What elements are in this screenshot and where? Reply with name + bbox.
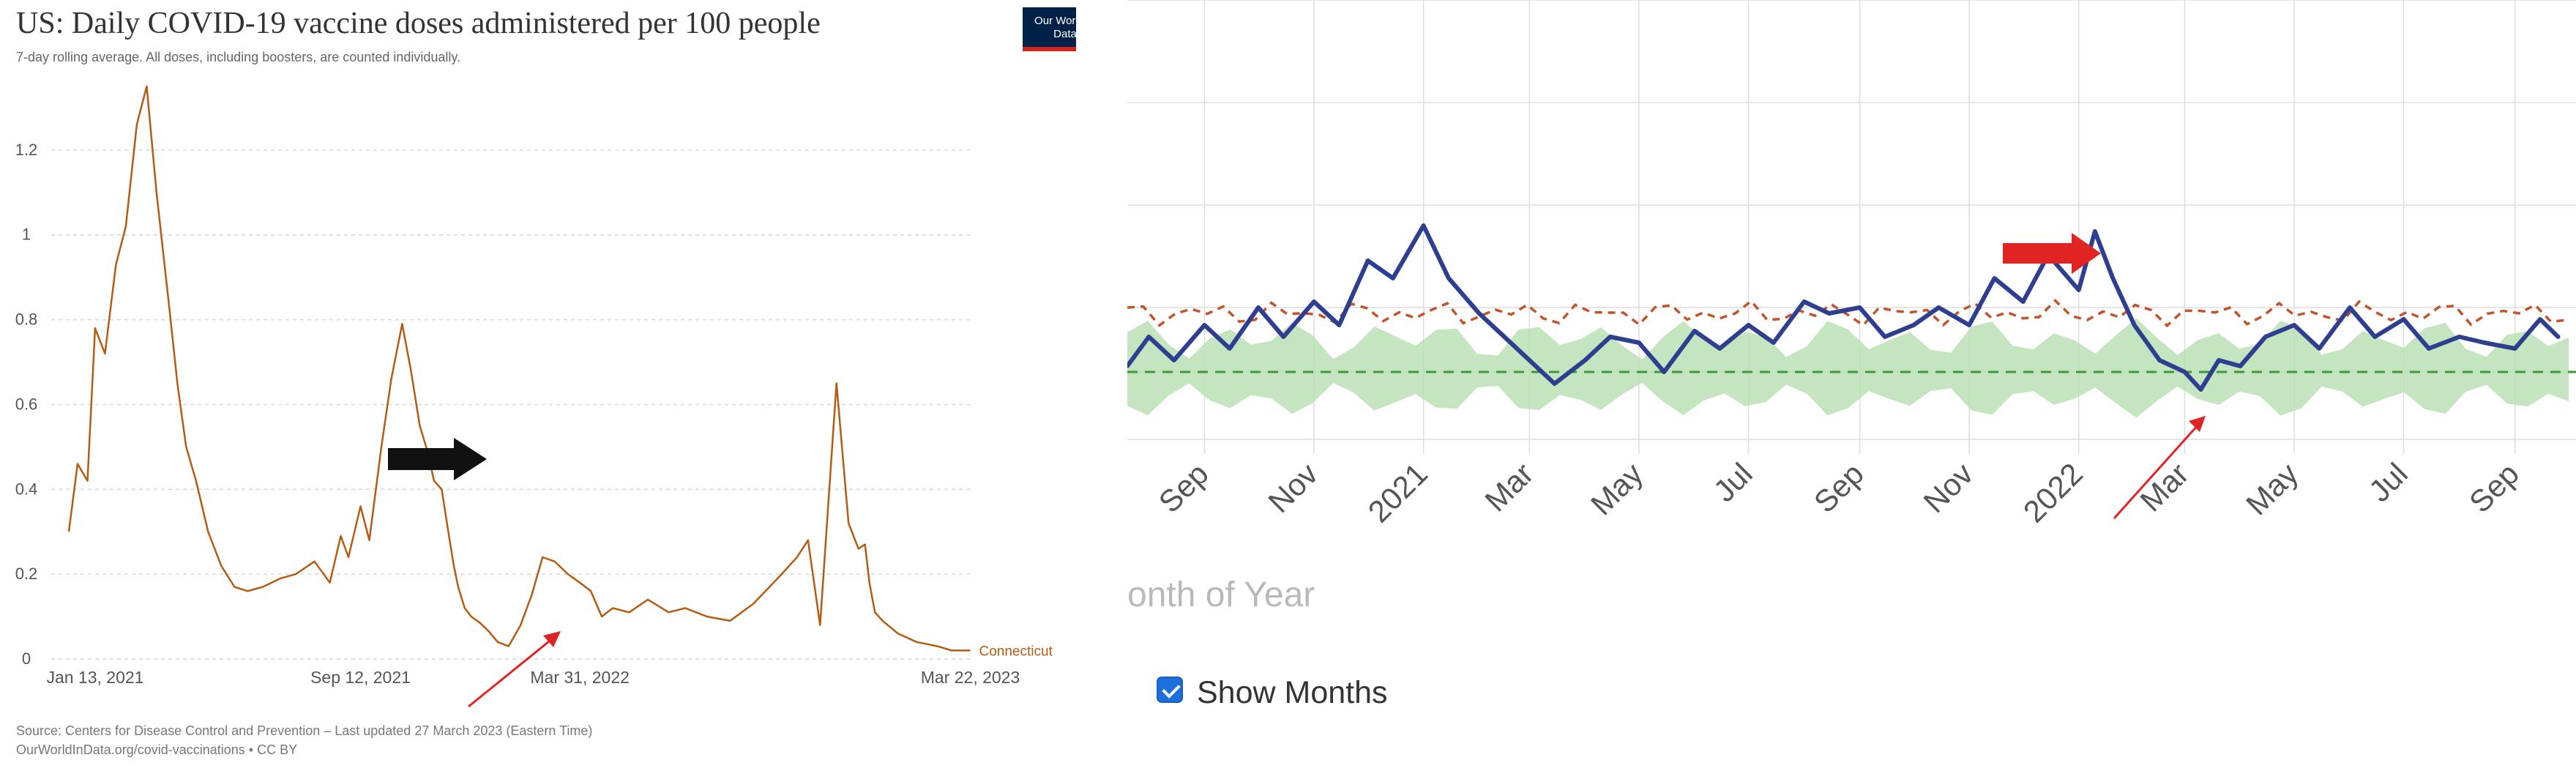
chart-title: US: Daily COVID-19 vaccine doses adminis… [16,7,821,40]
series-line-connecticut [67,85,971,652]
x-tick-group: Nov [1916,456,1979,519]
x-tick-group: Sep [1807,456,1870,519]
chart-subtitle: 7-day rolling average. All doses, includ… [16,50,461,64]
x-tick-label: 2021 [1362,456,1434,529]
series-end-label: Connecticut [979,644,1053,659]
black-arrow-annotation [388,438,487,480]
seasonal-chart-panel: Sep Nov 2021 Mar May Jul Sep Nov 2022 Mar May Jul Se… [1127,0,2576,771]
red-thin-arrow-annotation [2113,416,2206,520]
red-block-arrow-shaft [2003,243,2076,264]
black-arrow-head [454,438,487,480]
x-tick-group: 2021 [1362,456,1434,529]
x-tick-group: Sep [2463,456,2525,519]
x-tick-label: Nov [1916,456,1979,519]
confidence-band [1127,318,2569,418]
right-chart-svg: Sep Nov 2021 Mar May Jul Sep Nov 2022 Mar May Jul Se… [1127,0,2576,529]
x-tick-label: Sep [1807,456,1870,519]
x-tick-label: Jul [1707,456,1759,508]
show-months-label[interactable]: Show Months [1197,675,1388,710]
x-tick-label: Mar 31, 2022 [530,668,630,687]
y-tick-label: 1 [22,226,31,244]
x-tick-group: Jul [1707,456,1759,508]
red-block-arrow-head [2072,233,2101,274]
red-thin-arrow-head [2189,416,2206,432]
y-tick-label: 1.2 [15,141,38,159]
x-tick-label: Mar [1478,456,1539,518]
x-tick-label: Sep [1152,456,1215,519]
y-tick-label: 0.8 [15,310,38,329]
red-arrow-annotation [468,631,561,708]
x-tick-label: Jul [2362,456,2414,508]
y-tick-label: 0 [22,649,31,668]
x-tick-label: May [2239,456,2304,521]
source-line-2[interactable]: OurWorldInData.org/covid-vaccinations • … [16,742,298,757]
x-tick-label: Sep 12, 2021 [310,668,411,687]
x-tick-label: Jan 13, 2021 [46,668,143,687]
x-tick-group: May [2239,456,2304,521]
x-tick-group: Nov [1261,456,1324,519]
left-chart-svg: 0 0.2 0.4 0.6 0.8 1 1.2 Jan 13, 2021 Sep 12, 202… [15,85,1053,708]
red-arrow-shaft [468,637,553,708]
owid-chart-panel: US: Daily COVID-19 vaccine doses adminis… [0,0,1076,771]
y-tick-label: 0.2 [15,565,38,583]
chart-source: Source: Centers for Disease Control and … [16,721,592,759]
owid-logo[interactable]: Our World in Data [1023,7,1076,51]
red-thin-arrow-shaft [2113,423,2200,520]
x-tick-group: Sep [1152,456,1215,519]
x-tick-label: 2022 [2017,456,2089,529]
x-tick-label: Mar 22, 2023 [921,668,1020,687]
x-tick-group: May [1584,456,1649,521]
black-arrow-shaft [388,448,458,470]
dashed-reference-line [1127,299,2567,328]
x-tick-group: 2022 [2017,456,2089,529]
source-line-1: Source: Centers for Disease Control and … [16,723,593,738]
show-months-checkbox[interactable] [1157,677,1183,703]
x-tick-group: Mar [1478,456,1539,518]
x-tick-label: May [1584,456,1649,521]
red-block-arrow-annotation [2003,233,2101,274]
main-series-line [1127,223,2561,392]
y-tick-label: 0.4 [15,480,38,498]
x-tick-group: Jul [2362,456,2414,508]
x-tick-label: Sep [2463,456,2525,519]
x-tick-label: Nov [1261,456,1324,519]
y-tick-label: 0.6 [15,395,38,413]
x-axis-title: onth of Year [1127,576,1315,614]
red-arrow-head [543,631,561,647]
